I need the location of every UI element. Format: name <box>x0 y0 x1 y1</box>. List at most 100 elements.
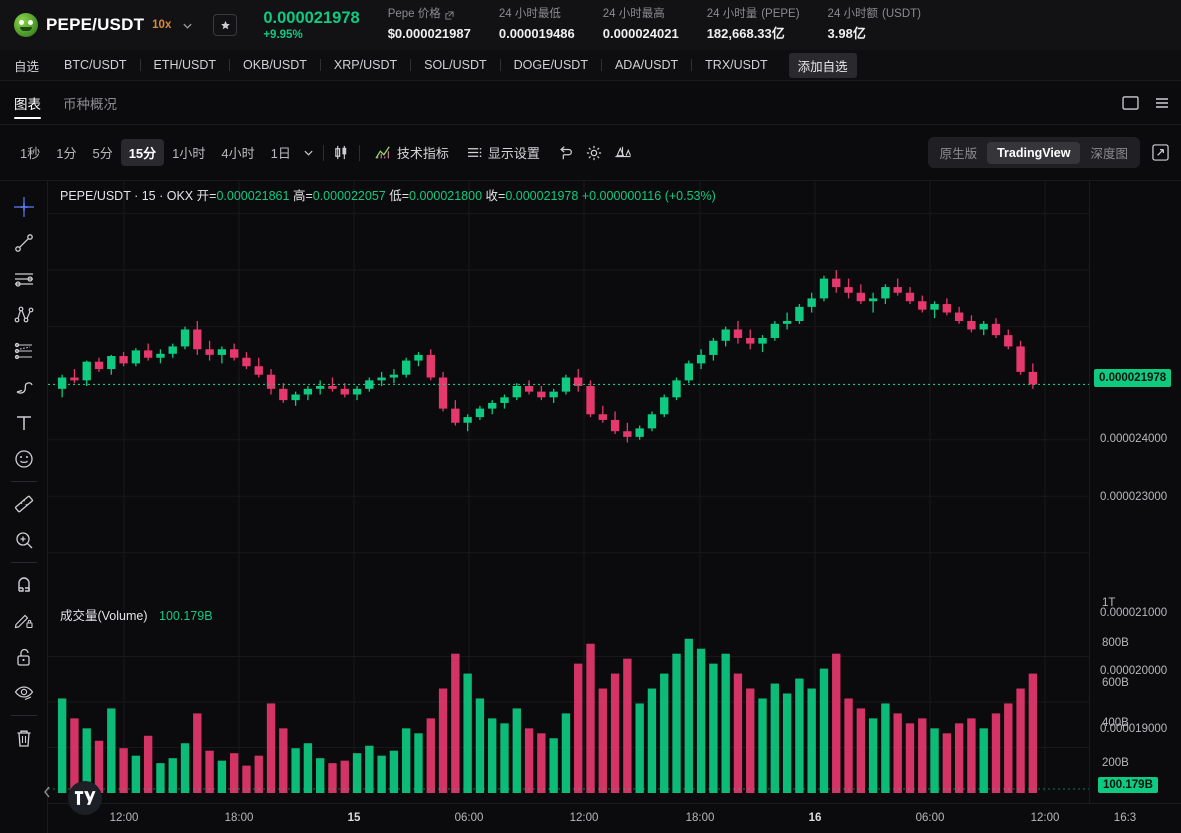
indicator-chart-icon <box>375 145 391 161</box>
time-axis-tick: 06:00 <box>915 812 945 824</box>
nav-divider <box>319 59 321 71</box>
toolbar-divider <box>10 481 37 482</box>
eye-off-icon[interactable] <box>6 675 42 711</box>
pattern-icon[interactable] <box>6 297 42 333</box>
trend-line-icon[interactable] <box>6 225 42 261</box>
menu-icon[interactable] <box>1155 97 1169 109</box>
crosshair-icon[interactable] <box>6 189 42 225</box>
stat-label-unit: (PEPE) <box>761 8 800 21</box>
price-axis-tick: 0.000020000 <box>1100 665 1168 677</box>
stat-24h-low: 24 小时最低 0.000019486 <box>499 7 575 42</box>
tab-chart[interactable]: 图表 <box>14 81 41 125</box>
technical-indicators-label: 技术指标 <box>396 146 449 161</box>
timeframe-1d[interactable]: 1日 <box>270 146 291 161</box>
timeframe-1h[interactable]: 1小时 <box>172 146 206 161</box>
time-axis-tick: 12:00 <box>569 812 599 824</box>
toolbar-divider <box>358 144 360 161</box>
display-settings-button[interactable]: 显示设置 <box>461 139 546 166</box>
timeframe-1m[interactable]: 1分 <box>56 146 77 161</box>
undo-icon[interactable] <box>558 145 574 161</box>
chart-mode-group: 原生版 TradingView 深度图 <box>927 137 1169 168</box>
nav-item-trx-usdt[interactable]: TRX/USDT <box>705 58 768 72</box>
nav-item-okb-usdt[interactable]: OKB/USDT <box>243 58 307 72</box>
stat-24h-high: 24 小时最高 0.000024021 <box>603 7 679 42</box>
legend-close-value: 0.000021978 <box>505 189 579 203</box>
tradingview-logo-icon[interactable] <box>68 781 102 815</box>
tab-coin-overview-label: 币种概况 <box>63 96 117 112</box>
candlestick-icon[interactable] <box>333 144 350 161</box>
chart-mode-depth[interactable]: 深度图 <box>1090 147 1128 161</box>
last-price-value: 0.000021978 <box>263 8 360 27</box>
volume-axis-tick: 1T <box>1102 597 1116 609</box>
ruler-icon[interactable] <box>6 486 42 522</box>
chart-plot[interactable] <box>48 181 1089 803</box>
external-link-icon[interactable] <box>445 11 454 20</box>
toolbar-divider <box>10 715 37 716</box>
time-axis[interactable]: 12:00 18:00 15 06:00 12:00 18:00 16 06:0… <box>48 803 1181 833</box>
timeframe-5m[interactable]: 5分 <box>92 146 113 161</box>
tab-coin-overview[interactable]: 币种概况 <box>63 81 117 125</box>
nav-item-sol-usdt[interactable]: SOL/USDT <box>424 58 487 72</box>
timeframe-15m[interactable]: 15分 <box>120 139 165 166</box>
nav-divider <box>691 59 693 71</box>
gear-icon[interactable] <box>586 145 602 161</box>
legend-open-label: 开= <box>196 189 217 203</box>
volume-axis-tick: 200B <box>1102 757 1129 769</box>
alert-icon[interactable] <box>614 145 631 161</box>
window-layout-icon[interactable] <box>1122 95 1139 110</box>
favorite-star-icon[interactable] <box>213 14 238 36</box>
nav-item-doge-usdt[interactable]: DOGE/USDT <box>513 58 588 72</box>
nav-item-favorites[interactable]: 自选 <box>14 59 40 74</box>
emoji-icon[interactable] <box>6 441 42 477</box>
stat-label-text: Pepe 价格 <box>387 8 441 21</box>
timeframe-1s[interactable]: 1秒 <box>20 146 41 161</box>
ticker-header: PEPE/USDT 10x 0.000021978 +9.95% Pepe 价格… <box>0 0 1181 50</box>
pair-selector[interactable]: PEPE/USDT 10x <box>0 13 238 37</box>
magnet-icon[interactable] <box>6 567 42 603</box>
stat-label: 24 小时量 (PEPE) <box>707 7 800 23</box>
unlock-icon[interactable] <box>6 639 42 675</box>
nav-item-xrp-usdt[interactable]: XRP/USDT <box>333 58 398 72</box>
chart-area[interactable]: PEPE/USDT · 15 · OKX 开=0.000021861 高=0.0… <box>44 181 1181 833</box>
stat-index-price: Pepe 价格 $0.000021987 <box>388 7 471 42</box>
price-axis-tick: 0.000019000 <box>1100 723 1168 735</box>
chart-toolbar: 1秒 1分 5分 15分 1小时 4小时 1日 技术指标 <box>0 125 1181 181</box>
horizontal-lines-icon[interactable] <box>6 261 42 297</box>
nav-item-ada-usdt[interactable]: ADA/USDT <box>614 58 679 72</box>
zoom-in-icon[interactable] <box>6 522 42 558</box>
add-favorite-button[interactable]: 添加自选 <box>788 52 857 78</box>
price-change-percent: +9.95% <box>263 29 303 42</box>
toolbar-divider <box>322 144 324 161</box>
nav-item-btc-usdt[interactable]: BTC/USDT <box>64 58 127 72</box>
fullscreen-icon[interactable] <box>1152 144 1169 161</box>
time-axis-tick: 16:3 <box>1113 812 1137 824</box>
pencil-lock-icon[interactable] <box>6 603 42 639</box>
time-axis-tick: 12:00 <box>1030 812 1060 824</box>
stat-label: 24 小时额 (USDT) <box>828 7 921 23</box>
brush-icon[interactable] <box>6 369 42 405</box>
stat-label-text: 24 小时量 <box>706 8 758 21</box>
volume-legend: 成交量(Volume) 100.179B <box>60 605 213 624</box>
nav-item-eth-usdt[interactable]: ETH/USDT <box>153 58 217 72</box>
fib-retracement-icon[interactable] <box>6 333 42 369</box>
trash-icon[interactable] <box>6 720 42 756</box>
time-axis-tick: 06:00 <box>454 812 484 824</box>
tabbar-actions <box>1122 95 1181 110</box>
chevron-left-icon[interactable] <box>42 786 52 798</box>
legend-change: +0.000000116 <box>581 189 662 203</box>
text-icon[interactable] <box>6 405 42 441</box>
chart-mode-tradingview[interactable]: TradingView <box>987 141 1081 164</box>
list-icon <box>467 146 482 159</box>
stat-label-text: 24 小时最低 <box>498 8 561 21</box>
chevron-down-icon[interactable] <box>303 147 314 158</box>
stat-label-text: 24 小时最高 <box>602 8 665 21</box>
timeframe-4h[interactable]: 4小时 <box>221 146 255 161</box>
technical-indicators-button[interactable]: 技术指标 <box>369 139 455 166</box>
legend-symbol: PEPE/USDT · 15 · OKX <box>60 189 194 203</box>
chevron-down-icon[interactable] <box>179 17 195 33</box>
chart-mode-native[interactable]: 原生版 <box>939 147 978 161</box>
nav-divider <box>600 59 602 71</box>
stat-label: Pepe 价格 <box>388 7 471 23</box>
price-axis[interactable]: 0.000025000 0.000024000 0.000023000 0.00… <box>1089 181 1181 803</box>
stat-label-text: 24 小时额 <box>827 8 879 21</box>
